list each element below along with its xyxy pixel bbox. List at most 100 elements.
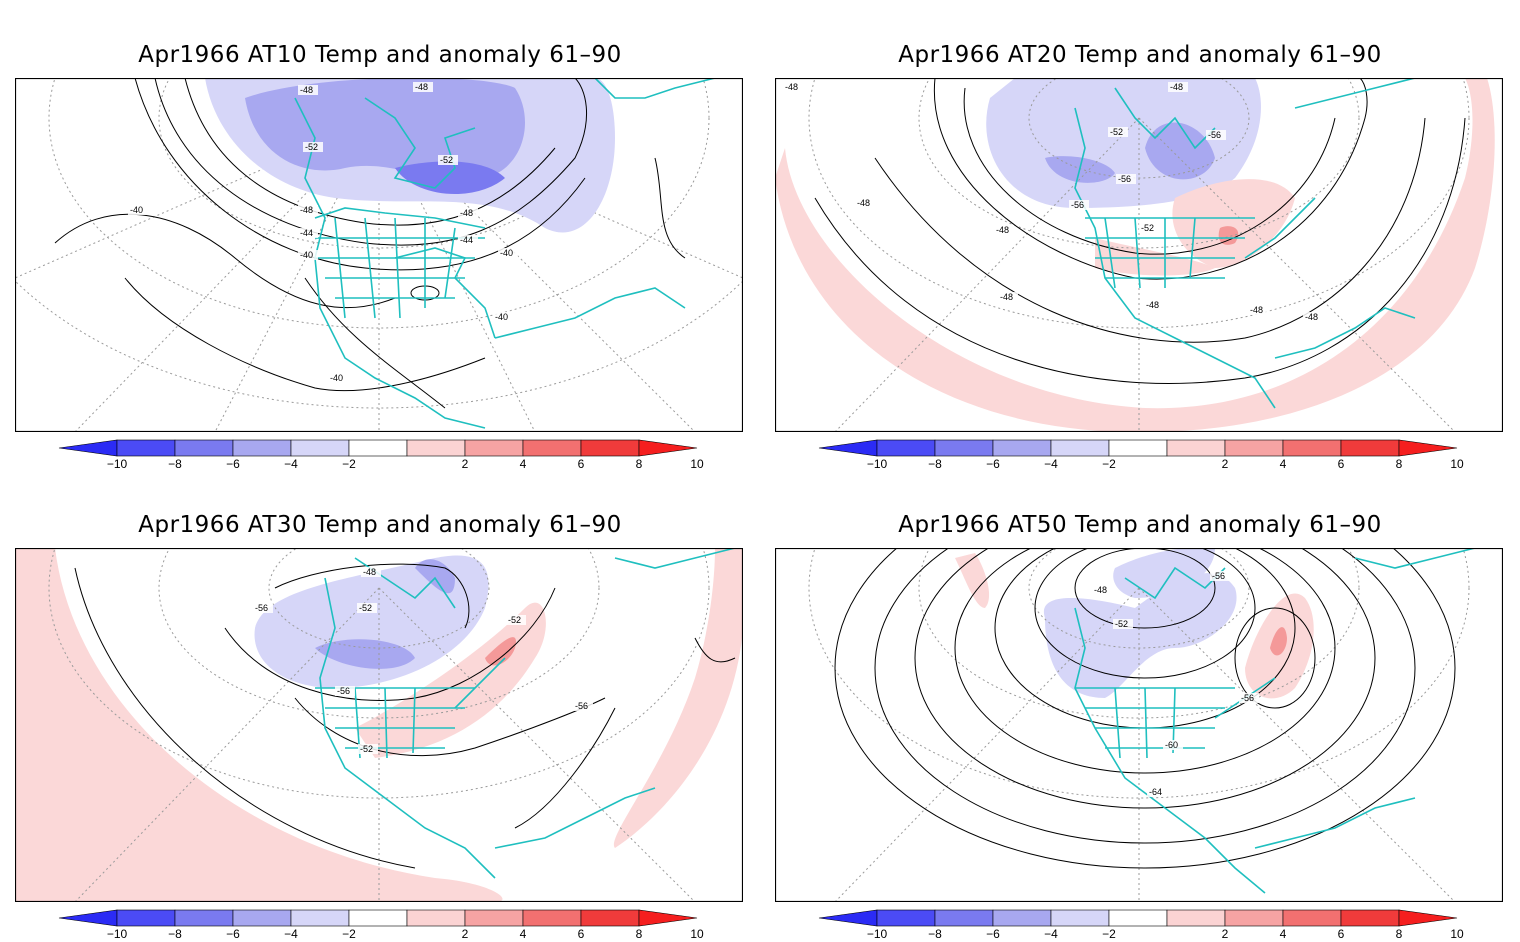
colorbar-tick-label: 6: [578, 457, 585, 471]
contour-label: -56: [1118, 174, 1131, 184]
contour-label: -48: [1094, 585, 1107, 595]
colorbar-tick-label: −6: [226, 927, 240, 941]
colorbar-tick-label: −4: [284, 927, 298, 941]
contour-labels: -48 -56 -52 -52 -56 -56 -52: [253, 567, 593, 754]
colorbar-arrow-left: [58, 909, 118, 927]
colorbar-tick-label: 4: [1280, 927, 1287, 941]
colorbar-segment: [1282, 909, 1342, 927]
map-frame: [775, 548, 1503, 902]
colorbar-segment: [406, 909, 466, 927]
colorbar-arrow-left: [58, 439, 118, 457]
colorbar-tick-label: 8: [636, 927, 643, 941]
colorbar-tick-label: 4: [1280, 457, 1287, 471]
colorbar-tick-label: −6: [986, 457, 1000, 471]
contour-label: -40: [330, 373, 343, 383]
colorbar-segment: [406, 439, 466, 457]
colorbar-tick-label: −6: [986, 927, 1000, 941]
anomaly-shading: [775, 78, 1495, 432]
colorbar-arrow-left: [818, 439, 878, 457]
contour-label: -52: [360, 744, 373, 754]
contour-label: -56: [255, 603, 268, 613]
contour-label: -56: [1208, 130, 1221, 140]
colorbar-tick-label: −10: [867, 927, 888, 941]
panel-title: Apr1966 AT30 Temp and anomaly 61–90: [138, 512, 622, 538]
contours: [74, 563, 736, 869]
colorbar-tick-label: 6: [1338, 457, 1345, 471]
coastlines: [315, 548, 736, 879]
contour-label: -56: [1212, 571, 1225, 581]
colorbar-segment: [934, 909, 994, 927]
colorbar-arrow-right: [638, 909, 698, 927]
contour-label: -48: [785, 82, 798, 92]
colorbar-tick-label: 4: [520, 927, 527, 941]
colorbar-tick-label: −4: [1044, 927, 1058, 941]
contour-label: -48: [300, 85, 313, 95]
contour-label: -44: [300, 228, 313, 238]
colorbar-at20: −10 −8 −6 −4 −2 2 4 6 8 10: [818, 439, 1464, 471]
colorbar-tick-label: −10: [107, 927, 128, 941]
colorbar-segment: [116, 439, 176, 457]
contour-label: -60: [1165, 740, 1178, 750]
colorbar-segment: [116, 909, 176, 927]
contour-label: -52: [440, 155, 453, 165]
colorbar-tick-label: −8: [168, 927, 182, 941]
colorbar-tick-label: −8: [168, 457, 182, 471]
colorbar-tick-label: 10: [690, 457, 704, 471]
contour-labels: -48 -48 -52 -52 -48 -48 -44 -44 -40 -40 -40 -40 -40: [128, 82, 518, 383]
colorbar-segment: [1224, 439, 1284, 457]
colorbar-segment: [876, 909, 936, 927]
contour-labels: -56 -48 -52 -56 -60 -64: [1092, 571, 1259, 797]
colorbar-arrow-right: [1398, 439, 1458, 457]
colorbar-tick-label: −4: [1044, 457, 1058, 471]
contour-label: -56: [337, 686, 350, 696]
colorbar-segment: [1108, 909, 1168, 927]
colorbar-segment: [1166, 909, 1226, 927]
contour-label: -48: [1250, 305, 1263, 315]
contour-label: -56: [1071, 200, 1084, 210]
colorbar-segment: [934, 439, 994, 457]
contour-label: -64: [1149, 787, 1162, 797]
colorbar-arrow-right: [638, 439, 698, 457]
map-frame: [15, 78, 743, 432]
colorbar-tick-label: −2: [1102, 457, 1116, 471]
colorbar-tick-label: −6: [226, 457, 240, 471]
colorbar-segment: [1340, 439, 1400, 457]
map-frame: [15, 548, 743, 902]
colorbar-segment: [232, 909, 292, 927]
colorbar-segment: [1050, 909, 1110, 927]
colorbar-segment: [464, 909, 524, 927]
map-frame: [775, 78, 1503, 432]
contour-label: -40: [495, 312, 508, 322]
colorbar-tick-label: 2: [462, 457, 469, 471]
colorbar-tick-label: 10: [1450, 927, 1464, 941]
colorbar-segment: [348, 909, 408, 927]
colorbar-at10: −10 −8 −6 −4 −2 2 4 6 8 10: [58, 439, 704, 471]
map-at30: -48 -56 -52 -52 -56 -56 -52: [15, 548, 743, 902]
contour-labels: -48 -48 -52 -56 -56 -56 -52 -48 -48 -48 -48 -48 -48: [783, 82, 1323, 322]
colorbar-segment: [1340, 909, 1400, 927]
colorbar-tick-label: 8: [1396, 927, 1403, 941]
contour-label: -40: [500, 248, 513, 258]
contour-label: -52: [359, 603, 372, 613]
contour-label: -44: [460, 235, 473, 245]
colorbar-arrow-left: [818, 909, 878, 927]
map-at50: -56 -48 -52 -56 -60 -64: [775, 548, 1503, 902]
colorbar-tick-label: 6: [1338, 927, 1345, 941]
panel-at20: Apr1966 AT20 Temp and anomaly 61–90: [760, 0, 1520, 471]
colorbar-segment: [464, 439, 524, 457]
colorbar-segment: [1108, 439, 1168, 457]
colorbar-at50: −10 −8 −6 −4 −2 2 4 6 8 10: [818, 909, 1464, 941]
colorbar-arrow-right: [1398, 909, 1458, 927]
colorbar-tick-label: −2: [342, 927, 356, 941]
colorbar-segment: [522, 909, 582, 927]
contour-label: -48: [300, 205, 313, 215]
contour-label: -52: [305, 142, 318, 152]
panel-title: Apr1966 AT50 Temp and anomaly 61–90: [898, 512, 1382, 538]
contour-label: -48: [1170, 82, 1183, 92]
contours: [814, 78, 1466, 384]
colorbar-tick-label: 2: [462, 927, 469, 941]
colorbar-segment: [992, 909, 1052, 927]
colorbar-tick-label: 2: [1222, 927, 1229, 941]
colorbar-tick-label: 6: [578, 927, 585, 941]
colorbar-tick-label: −2: [342, 457, 356, 471]
